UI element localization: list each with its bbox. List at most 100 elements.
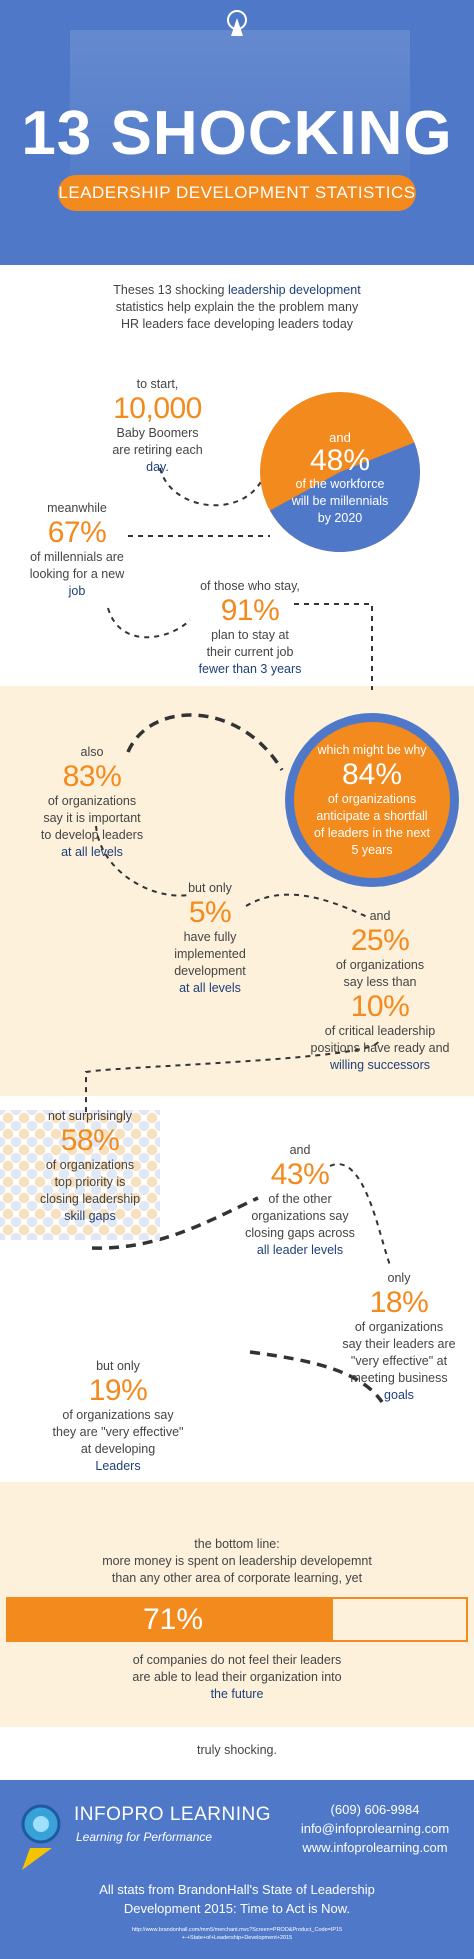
stat-value: 19%	[88, 1374, 148, 1407]
source-line: All stats from BrandonHall's State of Le…	[99, 1882, 375, 1897]
stat-intro: which might be why	[317, 743, 427, 757]
stat-line: "very effective" at	[350, 1354, 448, 1368]
stat-line: have fully	[183, 930, 237, 944]
stat-line: say their leaders are	[342, 1337, 456, 1351]
stat-intro: and	[369, 909, 391, 923]
shortfall-circle	[285, 713, 459, 887]
stat-intro: but only	[96, 1359, 140, 1373]
stat-line: closing gaps across	[245, 1226, 355, 1240]
stat-intro: but only	[188, 881, 232, 895]
rocket-icon	[227, 10, 247, 36]
stat-line: of organizations	[354, 1320, 444, 1334]
stat-67: meanwhile 67% of millennials are looking…	[22, 500, 132, 600]
progress-fill	[8, 1599, 333, 1640]
stat-line: than any other area of corporate learnin…	[111, 1571, 363, 1585]
stat-91: of those who stay, 91% plan to stay at t…	[180, 578, 320, 678]
stat-43: and 43% of the other organizations say c…	[240, 1142, 360, 1259]
stat-line: the future	[210, 1687, 264, 1701]
stat-intro: the bottom line:	[194, 1537, 280, 1551]
stat-intro: meanwhile	[47, 501, 107, 515]
email-link[interactable]: info@infoprolearning.com	[300, 1821, 450, 1836]
stat-25: and 25% of organizations say less than 1…	[310, 908, 450, 1074]
stat-84: which might be why 84% of organizations …	[290, 742, 454, 859]
stat-line: skill gaps	[64, 1209, 116, 1223]
stat-line: of leaders in the next	[313, 826, 431, 840]
stat-line: closing leadership	[39, 1192, 141, 1206]
stat-line: of companies do not feel their leaders	[132, 1653, 342, 1667]
header-banner: 13 SHOCKING LEADERSHIP DEVELOPMENT STATI…	[0, 0, 474, 265]
infopro-logo-icon	[21, 1804, 61, 1870]
stat-value: 58%	[60, 1124, 120, 1157]
phone-number[interactable]: (609) 606-9984	[330, 1802, 420, 1817]
page-subtitle: LEADERSHIP DEVELOPMENT STATISTICS	[58, 175, 416, 211]
stat-line: fewer than 3 years	[198, 662, 302, 676]
stat-value: 5%	[188, 896, 232, 929]
source-citation: All stats from BrandonHall's State of Le…	[0, 1880, 474, 1918]
stat-line: of critical leadership	[324, 1024, 436, 1038]
stat-line: at all levels	[61, 845, 123, 859]
brand-tagline: Learning for Performance	[76, 1830, 213, 1844]
stat-line: by 2020	[317, 511, 363, 525]
stat-line: of organizations	[327, 792, 417, 806]
stat-line: top priority is	[54, 1175, 126, 1189]
header-background-photo	[70, 30, 410, 180]
stat-line: meeting business	[350, 1371, 448, 1385]
stat-line: organizations say	[251, 1209, 349, 1223]
stat-line: development	[174, 964, 246, 978]
stat-value: 43%	[270, 1158, 330, 1191]
stat-71-description: of companies do not feel their leaders a…	[60, 1652, 414, 1703]
stat-line: plan to stay at	[211, 628, 289, 642]
stat-line: of organizations	[45, 1158, 135, 1172]
stat-line: at developing	[80, 1442, 156, 1456]
stat-value: 67%	[47, 516, 107, 549]
pie-slice-millennials	[269, 442, 421, 553]
dot-pattern	[0, 1110, 160, 1240]
stat-5: but only 5% have fully implemented devel…	[160, 880, 260, 997]
contact-info: (609) 606-9984 info@infoprolearning.com …	[290, 1800, 460, 1857]
stat-intro: only	[387, 1271, 411, 1285]
stat-line: looking for a new	[29, 567, 125, 581]
stat-line: will be millennials	[291, 494, 389, 508]
source-line: Development 2015: Time to Act is Now.	[123, 1901, 351, 1916]
source-url-line: http://www.brandonhall.com/mm5/merchant.…	[131, 1927, 343, 1933]
stat-line: are retiring each	[112, 443, 203, 457]
stat-line: job	[68, 584, 86, 598]
stat-line: goals	[384, 1388, 414, 1402]
stat-line: of the other	[268, 1192, 332, 1206]
stat-intro: of those who stay,	[200, 579, 300, 593]
stat-line: of organizations	[47, 794, 137, 808]
source-url[interactable]: http://www.brandonhall.com/mm5/merchant.…	[20, 1926, 454, 1942]
stat-18: only 18% of organizations say their lead…	[334, 1270, 464, 1404]
source-url-line: +-+State+of+Leadership+Development+2015	[181, 1935, 293, 1941]
stat-line: of organizations say	[62, 1408, 174, 1422]
workforce-pie-chart	[260, 392, 421, 553]
stat-intro: also	[80, 745, 104, 759]
intro-text: Theses 13 shocking leadership developmen…	[113, 283, 361, 331]
stat-line: 5 years	[351, 843, 393, 857]
stat-line: are able to lead their organization into	[132, 1670, 342, 1684]
stat-line: more money is spent on leadership develo…	[102, 1554, 372, 1568]
stat-10000: to start, 10,000 Baby Boomers are retiri…	[100, 376, 215, 476]
stat-value-secondary: 10%	[350, 990, 410, 1023]
stat-line: of organizations	[335, 958, 425, 972]
stat-intro: and	[289, 1143, 311, 1157]
website-link[interactable]: www.infoprolearning.com	[302, 1840, 448, 1855]
stat-value: 84%	[341, 758, 403, 791]
stat-71-progress-bar: 71%	[6, 1597, 468, 1642]
stat-line: say less than	[343, 975, 417, 989]
stat-line: all leader levels	[256, 1243, 344, 1257]
stat-line: to develop leaders	[40, 828, 144, 842]
footer: INFOPRO LEARNING Learning for Performanc…	[0, 1780, 474, 1959]
stat-19: but only 19% of organizations say they a…	[48, 1358, 188, 1475]
stat-value: 91%	[220, 594, 280, 627]
stat-line: willing successors	[329, 1058, 431, 1072]
stat-value: 18%	[369, 1286, 429, 1319]
stat-line: of the workforce	[295, 477, 385, 491]
stat-line: implemented	[174, 947, 246, 961]
stat-line: their current job	[206, 645, 294, 659]
stat-line: at all levels	[179, 981, 241, 995]
stat-value: 25%	[350, 924, 410, 957]
stat-intro: not surprisingly	[47, 1109, 133, 1123]
stat-line: say it is important	[43, 811, 141, 825]
